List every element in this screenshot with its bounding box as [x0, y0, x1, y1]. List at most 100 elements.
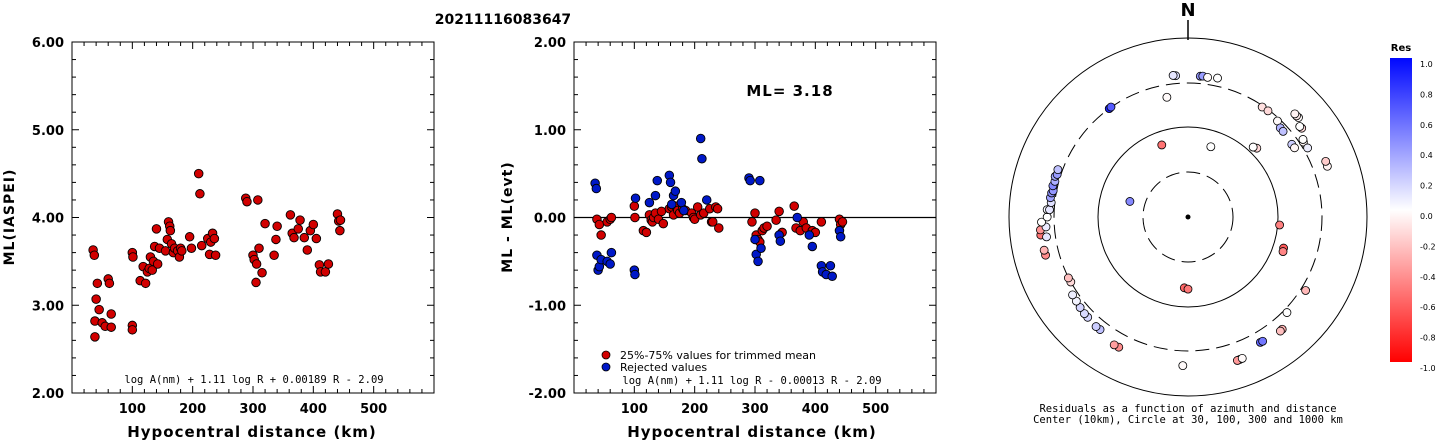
colorbar-tick-label: -0.2 — [1420, 242, 1436, 251]
plot2-y-label: ML - ML(evt) — [500, 161, 516, 272]
data-point — [629, 201, 640, 211]
data-point — [151, 224, 162, 234]
range-circle-outer — [1008, 37, 1368, 397]
polar-point — [1213, 73, 1222, 83]
data-point — [756, 243, 766, 253]
data-point — [775, 236, 786, 246]
figure-title: 20211116083647 — [435, 12, 571, 28]
plot2-legend: 25%-75% values for trimmed mean Rejected… — [601, 349, 816, 374]
range-circle-dashed-inner — [1142, 171, 1234, 263]
polar-point — [1053, 165, 1063, 175]
colorbar-ticks: 1.0 0.8 0.6 0.4 0.2 0.0 -0.2 -0.4 -0.6 -0.8 -1.0 — [1420, 60, 1436, 373]
data-point — [712, 203, 723, 214]
data-point — [596, 230, 606, 240]
colorbar-tick-label: 1.0 — [1420, 60, 1433, 69]
panel-residuals-distance: -2.00 -1.00 0.00 1.00 2.00 100 200 300 400 500 M… — [500, 36, 937, 441]
polar-point — [1206, 142, 1216, 152]
data-point — [251, 259, 262, 269]
polar-point — [1290, 109, 1300, 119]
range-circle-dashed-outer — [1053, 82, 1323, 352]
data-point — [302, 245, 313, 255]
data-point — [789, 201, 799, 211]
data-point — [92, 278, 103, 289]
x-tick-label: 500 — [862, 402, 889, 417]
polar-caption-line2: Center (10km), Circle at 30, 100, 300 an… — [1033, 414, 1343, 426]
polar-points — [1036, 71, 1332, 371]
data-point — [184, 232, 195, 242]
polar-point — [1162, 92, 1172, 102]
polar-point — [1157, 140, 1167, 150]
data-point — [630, 212, 640, 223]
plot2-formula: log A(nm) + 1.11 log R - 0.00013 R - 2.0… — [622, 375, 881, 387]
x-tick-label: 200 — [681, 402, 708, 417]
plot2-y-ticks: -2.00 -1.00 0.00 1.00 2.00 — [529, 36, 936, 402]
colorbar-tick-label: -0.6 — [1420, 303, 1436, 312]
data-point — [606, 247, 617, 258]
polar-point — [1203, 72, 1213, 82]
polar-point — [1042, 232, 1051, 242]
x-tick-label: 400 — [802, 402, 829, 417]
x-tick-label: 200 — [179, 402, 206, 417]
data-point — [257, 268, 267, 278]
polar-point — [1042, 212, 1052, 222]
legend-swatch-rejected — [601, 362, 611, 372]
data-point — [335, 215, 346, 225]
polar-point — [1080, 309, 1089, 318]
polar-point — [1106, 102, 1116, 112]
data-point — [269, 250, 279, 260]
data-point — [106, 309, 116, 319]
data-point — [165, 225, 176, 236]
polar-point — [1275, 326, 1285, 336]
data-point — [762, 221, 772, 232]
polar-point — [1275, 220, 1285, 230]
polar-point — [1278, 247, 1288, 256]
plot1-points — [88, 168, 346, 342]
data-point — [605, 259, 615, 269]
colorbar-tick-label: 0.8 — [1420, 90, 1433, 99]
data-point — [774, 206, 784, 217]
polar-point — [1178, 361, 1188, 371]
polar-point — [1248, 142, 1258, 152]
data-point — [140, 278, 151, 289]
data-point — [650, 190, 661, 201]
x-tick-label: 400 — [300, 402, 327, 417]
y-tick-label: 5.00 — [32, 124, 64, 139]
polar-point — [1091, 322, 1101, 331]
data-point — [299, 232, 310, 243]
data-point — [320, 267, 331, 277]
data-point — [152, 259, 163, 269]
polar-point — [1045, 205, 1054, 215]
data-point — [816, 217, 827, 227]
data-point — [837, 217, 848, 227]
plot1-y-label: ML(IASPEI) — [2, 169, 18, 266]
data-point — [594, 219, 605, 230]
polar-point — [1278, 126, 1288, 136]
y-tick-label: 2.00 — [534, 36, 566, 51]
data-point — [193, 168, 204, 179]
range-circle-solid-inner — [1097, 126, 1279, 308]
polar-point — [1075, 303, 1085, 312]
data-point — [750, 208, 760, 218]
data-point — [606, 212, 617, 223]
data-point — [679, 205, 689, 216]
data-point — [285, 210, 296, 220]
data-point — [160, 246, 171, 256]
colorbar-tick-label: 0.2 — [1420, 182, 1433, 191]
y-tick-label: -2.00 — [529, 387, 566, 402]
polar-point — [1295, 122, 1305, 131]
colorbar-tick-label: 0.6 — [1420, 121, 1433, 130]
north-label: N — [1180, 0, 1195, 21]
data-point — [807, 241, 818, 252]
x-tick-label: 500 — [360, 402, 387, 417]
data-point — [271, 234, 281, 245]
data-point — [104, 278, 115, 289]
polar-point — [1298, 135, 1308, 144]
data-point — [260, 218, 270, 229]
panel-ml-iaspei: 2.00 3.00 4.00 5.00 6.00 100 200 300 400 500 Hyp… — [2, 36, 435, 441]
colorbar-tick-label: -0.4 — [1420, 273, 1436, 282]
polar-point — [1290, 143, 1299, 153]
data-point — [311, 233, 322, 244]
data-point — [641, 227, 652, 238]
data-point — [289, 232, 299, 243]
